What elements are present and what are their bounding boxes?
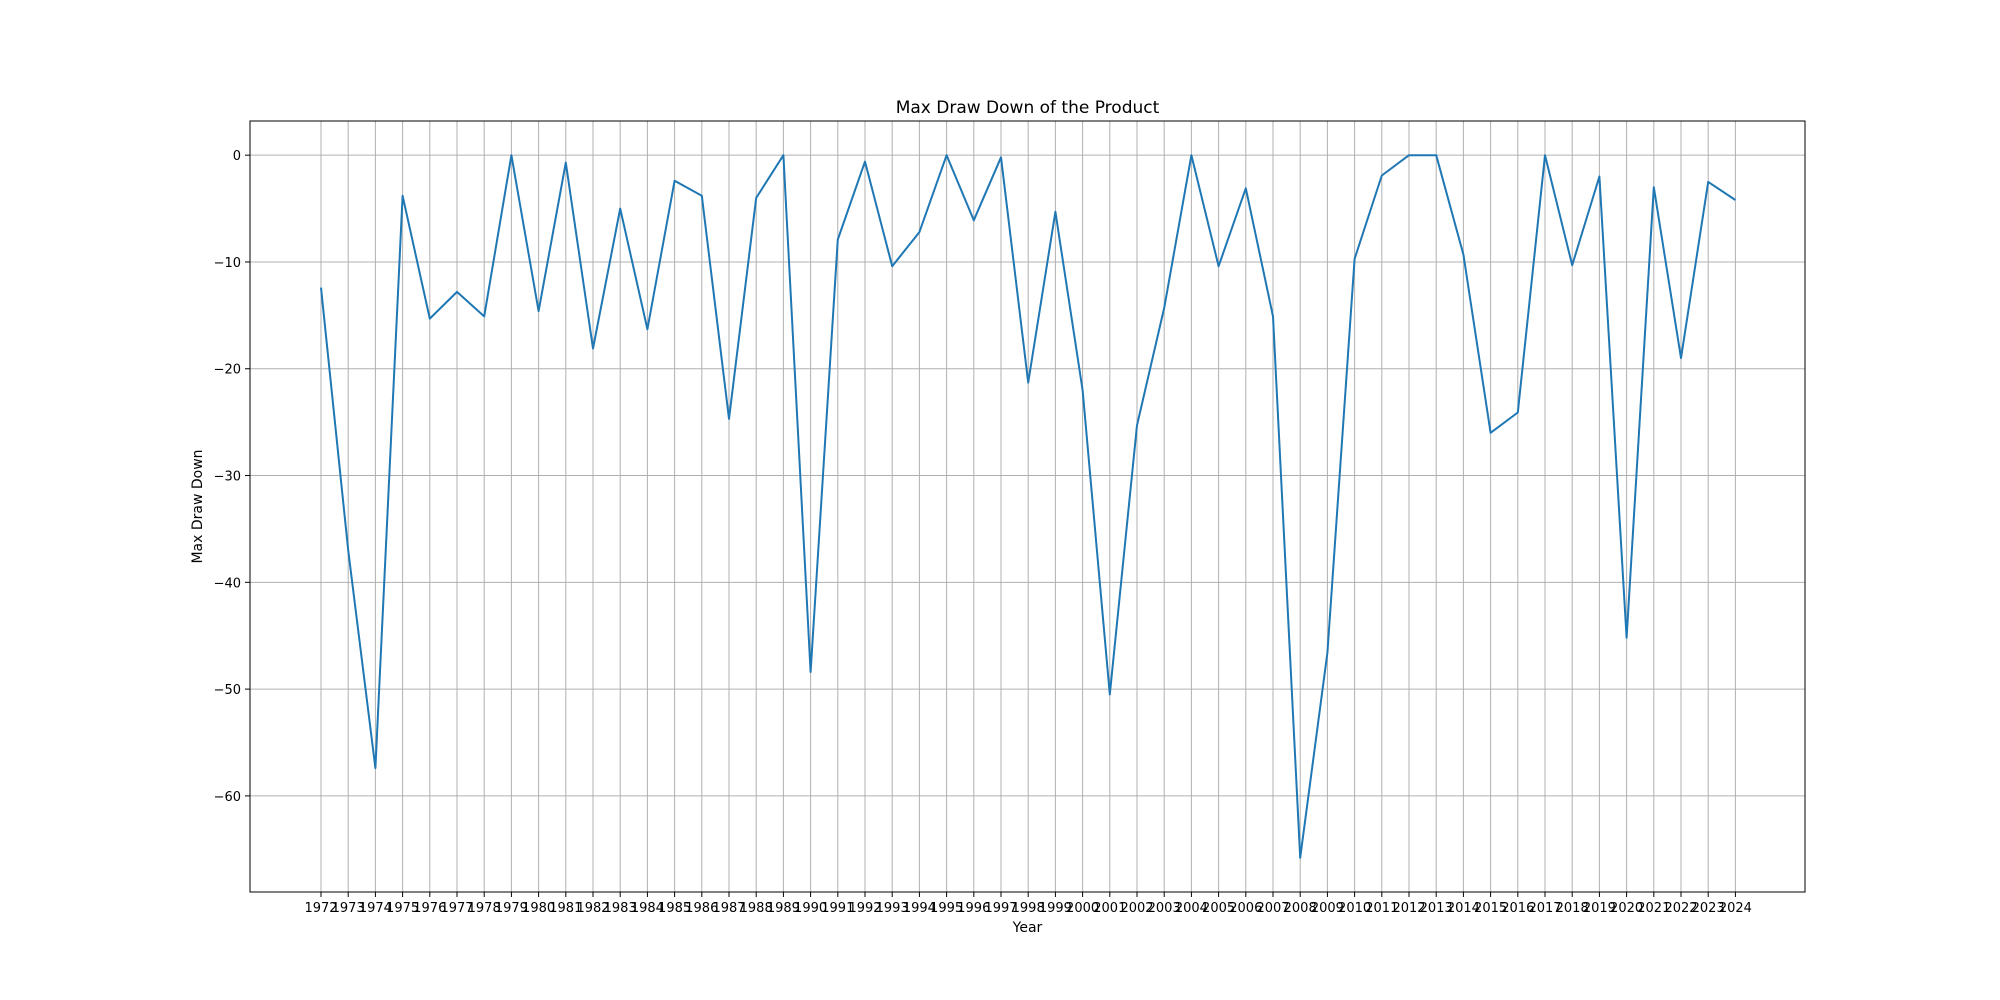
y-tick-label: −60 — [214, 790, 241, 805]
x-tick-label: 1982 — [576, 901, 609, 916]
x-tick-label: 2021 — [1637, 901, 1670, 916]
x-tick-label: 1973 — [332, 901, 365, 916]
x-tick-label: 2006 — [1229, 901, 1262, 916]
y-tick-label: −40 — [214, 576, 241, 591]
x-tick-label: 1979 — [495, 901, 528, 916]
x-tick-label: 1975 — [386, 901, 419, 916]
x-axis-label: Year — [1012, 920, 1043, 936]
x-tick-label: 1987 — [712, 901, 745, 916]
series-line — [320, 154, 1736, 859]
x-tick-label: 2020 — [1610, 901, 1643, 916]
x-tick-label: 2009 — [1311, 901, 1344, 916]
x-tick-label: 2007 — [1256, 901, 1289, 916]
x-tick-label: 1986 — [685, 901, 718, 916]
x-tick-label: 1988 — [740, 901, 773, 916]
x-tick-label: 2015 — [1474, 901, 1507, 916]
y-tick-label: −20 — [214, 363, 241, 378]
x-tick-label: 1995 — [930, 901, 963, 916]
x-tick-label: 1996 — [957, 901, 990, 916]
y-tick-label: −30 — [214, 470, 241, 485]
x-tick-label: 1984 — [631, 901, 664, 916]
x-tick-label: 1994 — [903, 901, 936, 916]
x-tick-label: 1972 — [304, 901, 337, 916]
x-tick-label: 1983 — [604, 901, 637, 916]
x-tick-label: 1985 — [658, 901, 691, 916]
x-tick-label: 2003 — [1148, 901, 1181, 916]
x-tick-label: 2013 — [1420, 901, 1453, 916]
x-tick-label: 1998 — [1012, 901, 1045, 916]
x-tick-label: 2024 — [1719, 901, 1752, 916]
x-tick-label: 2017 — [1528, 901, 1561, 916]
x-tick-label: 1991 — [821, 901, 854, 916]
x-tick-label: 2023 — [1692, 901, 1725, 916]
x-tick-label: 2008 — [1284, 901, 1317, 916]
chart-title: Max Draw Down of the Product — [896, 98, 1160, 118]
plot-frame — [249, 120, 1806, 893]
x-tick-label: 2004 — [1175, 901, 1208, 916]
y-tick-label: 0 — [233, 149, 241, 164]
x-tick-label: 1993 — [876, 901, 909, 916]
x-tick-label: 2001 — [1093, 901, 1126, 916]
x-tick-label: 1992 — [848, 901, 881, 916]
x-tick-label: 1977 — [440, 901, 473, 916]
y-tick-label: −10 — [214, 256, 241, 271]
x-tick-label: 2012 — [1392, 901, 1425, 916]
y-axis-label: Max Draw Down — [190, 449, 206, 563]
x-tick-label: 2016 — [1501, 901, 1534, 916]
x-tick-label: 2002 — [1120, 901, 1153, 916]
x-tick-label: 1990 — [794, 901, 827, 916]
x-tick-label: 2010 — [1338, 901, 1371, 916]
x-tick-label: 1999 — [1039, 901, 1072, 916]
x-tick-label: 2019 — [1583, 901, 1616, 916]
x-tick-label: 1976 — [413, 901, 446, 916]
x-tick-label: 1978 — [468, 901, 501, 916]
x-tick-label: 1980 — [522, 901, 555, 916]
x-tick-label: 1981 — [549, 901, 582, 916]
x-tick-label: 2022 — [1664, 901, 1697, 916]
x-tick-label: 2011 — [1365, 901, 1398, 916]
x-tick-label: 1974 — [359, 901, 392, 916]
x-tick-label: 2018 — [1556, 901, 1589, 916]
x-tick-label: 1997 — [984, 901, 1017, 916]
y-tick-label: −50 — [214, 683, 241, 698]
x-tick-label: 1989 — [767, 901, 800, 916]
ticks-layer: 1972197319741975197619771978197919801981… — [214, 149, 1752, 916]
x-tick-label: 2005 — [1202, 901, 1235, 916]
x-tick-label: 2000 — [1066, 901, 1099, 916]
grid-layer — [250, 121, 1805, 892]
x-tick-label: 2014 — [1447, 901, 1480, 916]
series-layer — [320, 154, 1736, 859]
